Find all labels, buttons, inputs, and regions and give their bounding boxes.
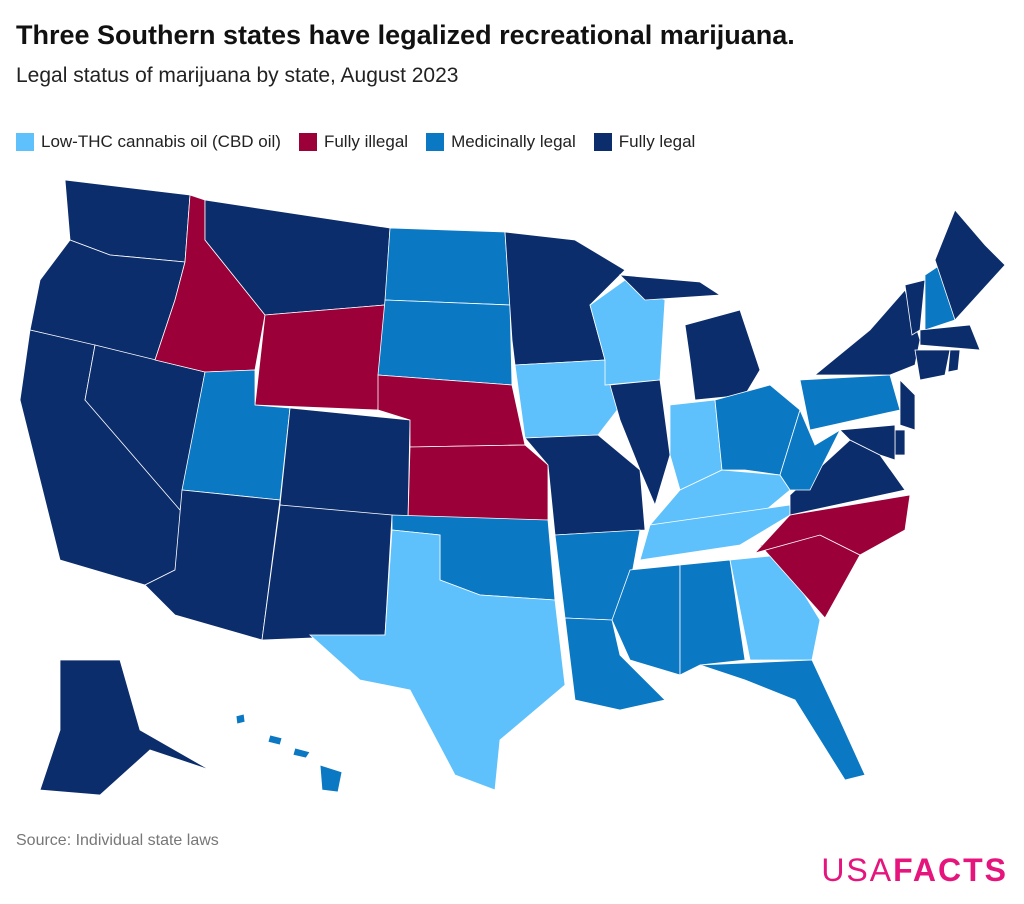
state [914, 349, 951, 381]
source: Source: Individual state laws [16, 832, 219, 849]
state [934, 209, 1006, 321]
state [839, 424, 896, 461]
logo-left: USA [821, 852, 894, 888]
legend-label: Fully illegal [323, 132, 409, 151]
legend: Low-THC cannabis oil (CBD oil) Fully ille… [16, 132, 695, 152]
logo-right: FACTS [893, 852, 1008, 888]
state [39, 659, 211, 796]
state [235, 713, 246, 725]
state [279, 407, 411, 521]
state [267, 734, 283, 746]
legend-item: Fully illegal [298, 132, 409, 152]
legend-item: Medicinally legal [426, 132, 576, 152]
state [407, 444, 549, 521]
state [292, 747, 311, 759]
legend-label: Fully legal [618, 132, 696, 151]
state [899, 379, 916, 431]
legend-item: Fully legal [593, 132, 696, 152]
state [254, 304, 386, 411]
subtitle: Legal status of marijuana by state, Augu… [16, 64, 459, 87]
state [919, 324, 981, 351]
legend-item: Low-THC cannabis oil (CBD oil) [16, 132, 281, 152]
state [894, 429, 906, 456]
state [789, 439, 906, 516]
state [308, 529, 566, 791]
state [699, 659, 866, 781]
state [679, 559, 746, 676]
state [144, 489, 281, 641]
state [684, 309, 761, 401]
state [609, 379, 671, 507]
state [261, 504, 393, 641]
logo: USAFACTS [821, 852, 1008, 889]
state [514, 359, 626, 439]
state [377, 299, 513, 386]
legend-swatch [298, 133, 317, 151]
state [639, 504, 791, 561]
state [753, 494, 911, 556]
legend-swatch [426, 133, 445, 151]
state [524, 434, 646, 536]
legend-label: Medicinally legal [451, 132, 576, 151]
legend-swatch [593, 133, 612, 151]
state [319, 764, 343, 793]
title: Three Southern states have legalized rec… [16, 20, 795, 50]
legend-label: Low-THC cannabis oil (CBD oil) [41, 132, 281, 151]
state [947, 349, 961, 373]
state [384, 227, 511, 306]
state [813, 289, 921, 376]
state [799, 374, 901, 431]
legend-swatch [16, 133, 34, 151]
state [618, 274, 722, 301]
